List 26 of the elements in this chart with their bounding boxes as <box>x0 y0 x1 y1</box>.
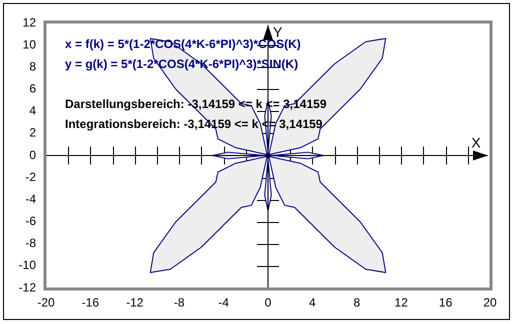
x-tick-label: -4 <box>218 296 230 310</box>
x-tick-label: -16 <box>82 296 100 310</box>
y-tick-label: -12 <box>18 280 36 294</box>
y-tick-label: 0 <box>29 148 36 162</box>
y-tick-label: 12 <box>22 15 36 30</box>
x-tick-label: -20 <box>37 296 55 310</box>
y-tick-label: 6 <box>29 82 36 96</box>
x-tick-label: 8 <box>353 296 360 310</box>
x-tick-label: -8 <box>174 296 185 310</box>
x-tick-label: 0 <box>264 296 272 310</box>
x-axis-title: X <box>471 134 482 150</box>
y-tick-label: -2 <box>25 170 36 184</box>
y-axis-title: Y <box>273 24 283 40</box>
x-tick-label: 4 <box>309 296 316 310</box>
y-tick-label: -10 <box>18 258 36 272</box>
x-tick-label: -12 <box>126 296 144 310</box>
y-tick-label: 8 <box>29 59 36 74</box>
y-tick-label: -8 <box>25 236 36 250</box>
y-tick-label: -6 <box>25 214 36 228</box>
x-tick-label: 20 <box>483 296 497 310</box>
y-tick-label: 2 <box>29 126 36 140</box>
y-tick-label: 10 <box>22 37 36 52</box>
y-tick-label: 4 <box>29 104 36 118</box>
x-tick-label: 16 <box>438 296 453 310</box>
x-tick-label: 12 <box>394 296 408 310</box>
y-tick-label: -4 <box>25 192 36 206</box>
